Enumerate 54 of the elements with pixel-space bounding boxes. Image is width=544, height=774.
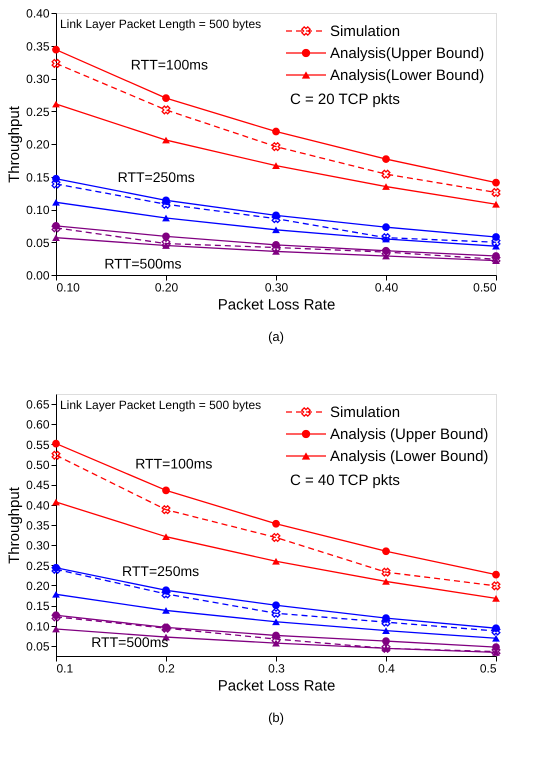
x-tick-label: 0.40 bbox=[374, 280, 398, 294]
annotation: Link Layer Packet Length = 500 bytes bbox=[60, 17, 262, 31]
y-tick-label: 0.55 bbox=[26, 438, 50, 452]
y-tick-label: 0.20 bbox=[26, 578, 50, 593]
x-tick-label: 0.4 bbox=[378, 662, 396, 676]
x-tick-label: 0.5 bbox=[480, 662, 497, 676]
x-tick-label: 0.20 bbox=[154, 280, 178, 294]
annotation: RTT=250ms bbox=[122, 563, 200, 580]
legend-label: Analysis (Upper Bound) bbox=[330, 426, 488, 443]
y-tick-label: 0.35 bbox=[26, 518, 50, 532]
x-axis-title: Packet Loss Rate bbox=[218, 678, 336, 694]
annotation: RTT=500ms bbox=[104, 256, 182, 272]
x-tick-label: 0.50 bbox=[473, 280, 497, 294]
y-tick-label: 0.50 bbox=[26, 458, 50, 472]
legend-label: Analysis(Lower Bound) bbox=[330, 67, 484, 84]
annotation: RTT=250ms bbox=[118, 169, 195, 186]
legend-label: Analysis(Upper Bound) bbox=[330, 45, 484, 62]
x-tick-label: 0.2 bbox=[158, 662, 176, 676]
y-axis-title: Throughput bbox=[6, 105, 24, 183]
y-axis-title: Throughput bbox=[6, 486, 24, 564]
y-tick-label: 0.20 bbox=[26, 138, 50, 152]
y-tick-label: 0.40 bbox=[26, 498, 50, 512]
annotation: RTT=500ms bbox=[91, 634, 168, 650]
annotation: RTT=100ms bbox=[130, 56, 208, 72]
y-tick-label: 0.30 bbox=[26, 538, 50, 553]
x-tick-label: 0.10 bbox=[56, 280, 80, 294]
x-tick-label: 0.30 bbox=[264, 280, 288, 294]
y-tick-label: 0.65 bbox=[26, 398, 50, 412]
y-tick-label: 0.00 bbox=[26, 268, 50, 282]
annotation: Link Layer Packet Length = 500 bytes bbox=[60, 398, 262, 412]
legend-label: Simulation bbox=[330, 23, 400, 40]
y-tick-label: 0.25 bbox=[26, 558, 50, 573]
y-tick-label: 0.45 bbox=[26, 478, 50, 492]
y-tick-label: 0.35 bbox=[26, 39, 50, 54]
y-tick-label: 0.10 bbox=[26, 203, 50, 217]
y-tick-label: 0.05 bbox=[26, 639, 50, 654]
text: (a) bbox=[268, 329, 284, 344]
x-axis-title: Packet Loss Rate bbox=[218, 296, 336, 314]
y-tick-label: 0.30 bbox=[26, 72, 50, 86]
x-tick-label: 0.3 bbox=[268, 662, 286, 676]
annotation: C = 20 TCP pkts bbox=[290, 91, 400, 108]
legend-label: Analysis (Lower Bound) bbox=[330, 448, 488, 465]
y-tick-label: 0.05 bbox=[26, 236, 50, 250]
annotation: RTT=100ms bbox=[135, 456, 212, 472]
x-tick-label: 0.1 bbox=[56, 662, 74, 676]
y-tick-label: 0.15 bbox=[26, 170, 50, 184]
text: (b) bbox=[268, 710, 284, 725]
y-tick-label: 0.40 bbox=[26, 6, 50, 20]
y-tick-label: 0.25 bbox=[26, 104, 50, 119]
legend-label: Simulation bbox=[330, 404, 400, 421]
y-tick-label: 0.15 bbox=[26, 599, 50, 614]
annotation: C = 40 TCP pkts bbox=[290, 472, 400, 489]
y-tick-label: 0.60 bbox=[26, 418, 50, 432]
y-tick-label: 0.10 bbox=[26, 619, 50, 634]
